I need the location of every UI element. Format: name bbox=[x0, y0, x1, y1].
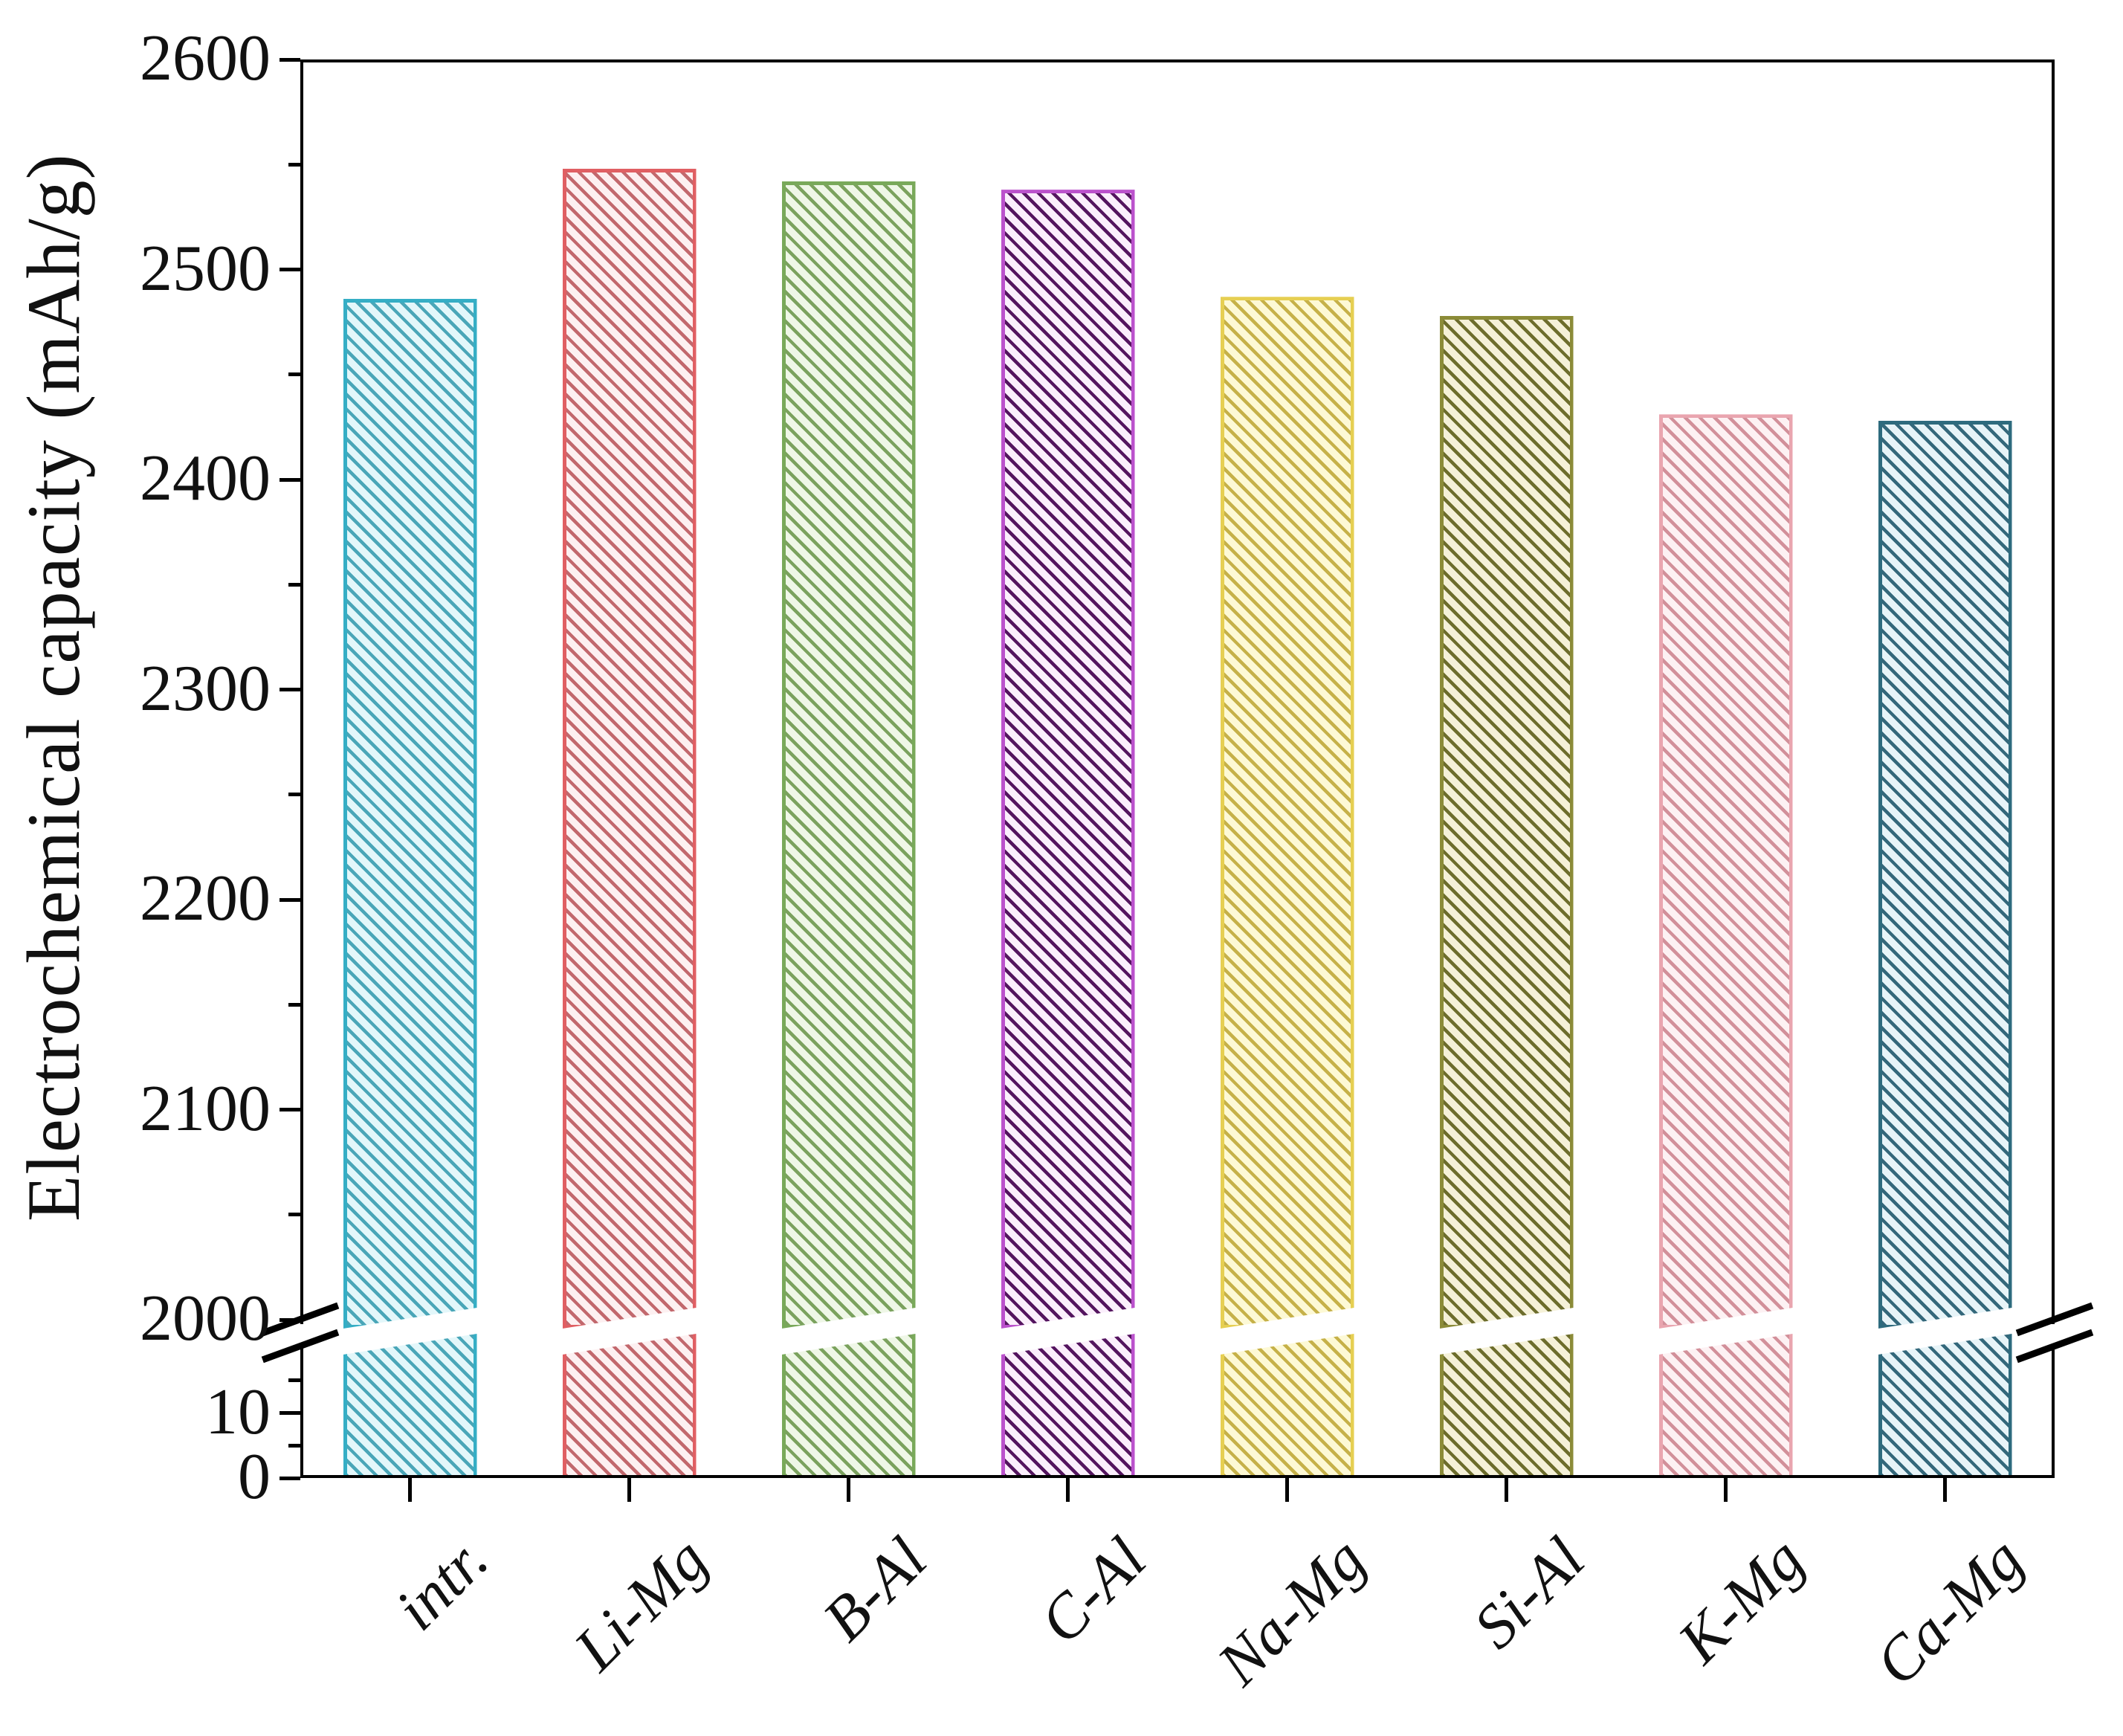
bar-upper-Li-Mg bbox=[563, 169, 697, 1329]
x-tick bbox=[1285, 1478, 1289, 1502]
y-minor-tick bbox=[288, 1002, 300, 1007]
y-minor-tick bbox=[288, 1443, 300, 1448]
x-tick bbox=[1724, 1478, 1728, 1502]
y-major-tick bbox=[279, 477, 300, 482]
y-tick-label: 2000 bbox=[140, 1282, 271, 1355]
y-minor-tick bbox=[288, 1213, 300, 1217]
bar-lower-C-Al bbox=[1001, 1334, 1135, 1478]
y-minor-tick bbox=[288, 1378, 300, 1383]
bar-upper-Ca-Mg bbox=[1878, 421, 2012, 1329]
y-major-tick bbox=[279, 1411, 300, 1415]
y-tick-label: 10 bbox=[205, 1375, 271, 1448]
y-tick-label: 2400 bbox=[140, 442, 271, 514]
bar-upper-C-Al bbox=[1001, 190, 1135, 1329]
y-tick-label: 2600 bbox=[140, 22, 271, 94]
x-tick bbox=[1505, 1478, 1508, 1502]
y-minor-tick bbox=[288, 372, 300, 377]
bar-lower-B-Al bbox=[781, 1334, 916, 1478]
bar-upper-Si-Al bbox=[1440, 316, 1574, 1329]
x-tick bbox=[408, 1478, 412, 1502]
bar-lower-Si-Al bbox=[1439, 1334, 1574, 1478]
y-major-tick bbox=[279, 1317, 300, 1322]
y-major-tick bbox=[279, 897, 300, 902]
bar-upper-B-Al bbox=[782, 181, 916, 1329]
y-major-tick bbox=[279, 1476, 300, 1480]
y-minor-tick bbox=[288, 582, 300, 587]
bar-upper-K-Mg bbox=[1659, 414, 1793, 1329]
y-major-tick bbox=[279, 1108, 300, 1111]
y-tick-label: 0 bbox=[238, 1441, 271, 1513]
y-minor-tick bbox=[288, 162, 300, 167]
x-tick bbox=[1066, 1478, 1070, 1502]
x-category-label-intr.: intr. bbox=[381, 1524, 501, 1644]
y-tick-label: 2100 bbox=[140, 1072, 271, 1145]
plot-border bbox=[300, 59, 2055, 1478]
x-tick bbox=[627, 1478, 631, 1502]
x-tick bbox=[847, 1478, 850, 1502]
bar-upper-intr. bbox=[343, 299, 477, 1329]
y-tick-label: 2200 bbox=[140, 862, 271, 935]
y-major-tick bbox=[279, 57, 300, 62]
bar-lower-Na-Mg bbox=[1220, 1334, 1354, 1478]
bar-lower-intr. bbox=[343, 1334, 477, 1478]
y-tick-label: 2300 bbox=[140, 652, 271, 725]
axis-break-gap bbox=[294, 1324, 306, 1343]
y-minor-tick bbox=[288, 793, 300, 797]
bar-lower-Ca-Mg bbox=[1878, 1334, 2012, 1478]
y-major-tick bbox=[279, 268, 300, 271]
y-major-tick bbox=[279, 688, 300, 691]
y-tick-label: 2500 bbox=[140, 232, 271, 305]
bar-lower-K-Mg bbox=[1658, 1334, 1793, 1478]
axis-break-gap bbox=[2049, 1324, 2061, 1343]
bar-lower-Li-Mg bbox=[562, 1334, 697, 1478]
x-tick bbox=[1943, 1478, 1947, 1502]
bar-upper-Na-Mg bbox=[1221, 297, 1354, 1329]
